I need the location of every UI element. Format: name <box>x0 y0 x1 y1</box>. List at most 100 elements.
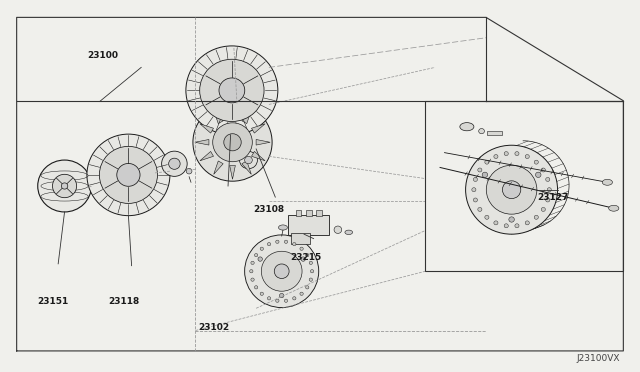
Ellipse shape <box>116 163 140 186</box>
Text: 23100: 23100 <box>87 51 118 60</box>
Ellipse shape <box>52 174 77 198</box>
Ellipse shape <box>309 278 312 281</box>
Ellipse shape <box>478 208 482 211</box>
Ellipse shape <box>292 297 296 300</box>
Ellipse shape <box>494 221 498 225</box>
Ellipse shape <box>284 299 287 302</box>
Polygon shape <box>252 151 265 161</box>
Ellipse shape <box>99 146 157 203</box>
Ellipse shape <box>536 172 541 177</box>
Ellipse shape <box>300 292 303 295</box>
Polygon shape <box>252 124 265 133</box>
Circle shape <box>609 205 619 211</box>
Ellipse shape <box>244 235 319 308</box>
Ellipse shape <box>472 188 476 192</box>
Ellipse shape <box>504 224 508 228</box>
Ellipse shape <box>301 257 305 261</box>
Ellipse shape <box>224 134 241 151</box>
Ellipse shape <box>280 294 284 298</box>
Ellipse shape <box>310 270 314 273</box>
Polygon shape <box>195 140 209 145</box>
Ellipse shape <box>251 261 254 264</box>
Polygon shape <box>200 124 214 133</box>
Polygon shape <box>230 166 236 179</box>
Ellipse shape <box>466 145 557 234</box>
Ellipse shape <box>219 78 244 103</box>
Ellipse shape <box>300 247 303 250</box>
Ellipse shape <box>334 226 342 234</box>
Ellipse shape <box>541 168 545 172</box>
Ellipse shape <box>260 247 264 250</box>
Ellipse shape <box>309 261 312 264</box>
Ellipse shape <box>268 243 271 246</box>
Polygon shape <box>214 161 223 174</box>
Polygon shape <box>200 151 214 161</box>
Ellipse shape <box>305 253 309 257</box>
Ellipse shape <box>534 215 538 219</box>
Text: 23102: 23102 <box>198 323 230 332</box>
Ellipse shape <box>87 134 170 216</box>
Text: 23118: 23118 <box>108 297 140 306</box>
Polygon shape <box>256 140 270 145</box>
Ellipse shape <box>268 297 271 300</box>
Bar <box>306 210 312 217</box>
Ellipse shape <box>525 221 529 225</box>
Circle shape <box>602 179 612 185</box>
Ellipse shape <box>485 215 489 219</box>
Polygon shape <box>214 110 223 124</box>
Text: J23100VX: J23100VX <box>577 354 620 363</box>
Ellipse shape <box>486 165 537 214</box>
Ellipse shape <box>193 103 272 181</box>
Ellipse shape <box>169 158 180 169</box>
Polygon shape <box>242 110 252 124</box>
Ellipse shape <box>546 198 550 202</box>
Ellipse shape <box>162 151 187 176</box>
Text: 23215: 23215 <box>290 253 321 262</box>
Ellipse shape <box>485 160 489 164</box>
Ellipse shape <box>244 156 252 164</box>
Polygon shape <box>242 161 252 174</box>
Ellipse shape <box>515 224 519 228</box>
Ellipse shape <box>260 292 264 295</box>
Ellipse shape <box>258 257 262 261</box>
Ellipse shape <box>541 208 545 211</box>
Ellipse shape <box>494 154 498 158</box>
Ellipse shape <box>504 152 508 155</box>
Ellipse shape <box>239 151 257 169</box>
Text: 23127: 23127 <box>537 193 568 202</box>
Bar <box>316 210 322 217</box>
Ellipse shape <box>546 177 550 182</box>
Ellipse shape <box>534 160 538 164</box>
Text: 23108: 23108 <box>253 205 284 214</box>
Ellipse shape <box>482 172 488 177</box>
Ellipse shape <box>255 253 258 257</box>
Ellipse shape <box>284 240 287 243</box>
Ellipse shape <box>292 243 296 246</box>
Ellipse shape <box>275 264 289 279</box>
Ellipse shape <box>250 270 253 273</box>
Ellipse shape <box>212 123 252 162</box>
Ellipse shape <box>479 129 484 134</box>
Text: 23151: 23151 <box>38 297 69 306</box>
Ellipse shape <box>478 168 482 172</box>
Ellipse shape <box>276 240 279 243</box>
Ellipse shape <box>474 198 477 202</box>
Ellipse shape <box>547 188 551 192</box>
Ellipse shape <box>474 177 477 182</box>
Ellipse shape <box>305 286 309 289</box>
Circle shape <box>345 230 353 235</box>
Circle shape <box>278 225 287 230</box>
Ellipse shape <box>255 286 258 289</box>
Ellipse shape <box>61 183 68 189</box>
FancyBboxPatch shape <box>288 215 329 235</box>
Ellipse shape <box>38 160 92 212</box>
Ellipse shape <box>251 278 254 281</box>
FancyBboxPatch shape <box>291 234 310 244</box>
Ellipse shape <box>261 251 302 291</box>
Ellipse shape <box>276 299 279 302</box>
Bar <box>426 101 623 271</box>
Ellipse shape <box>509 217 515 222</box>
Circle shape <box>460 123 474 131</box>
Ellipse shape <box>515 152 519 155</box>
Bar <box>296 210 301 217</box>
